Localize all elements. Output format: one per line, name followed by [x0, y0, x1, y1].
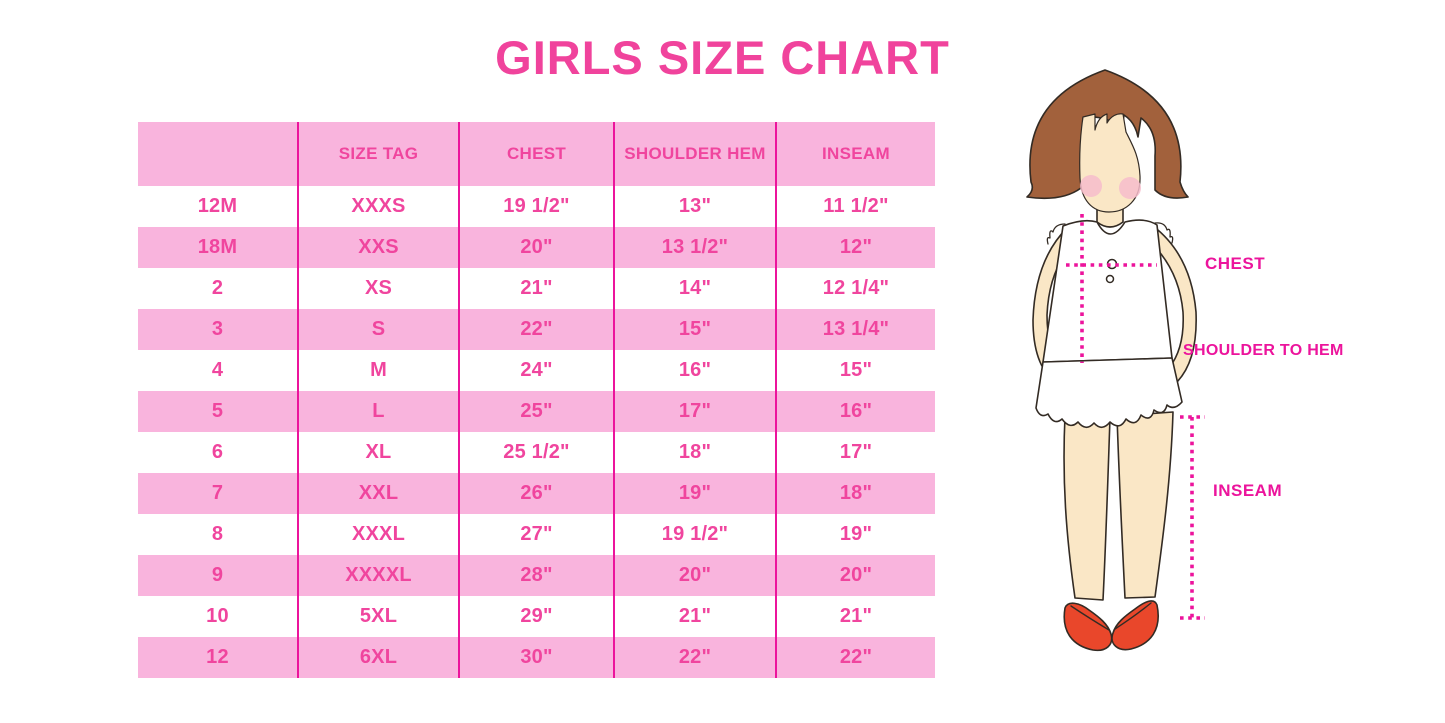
table-cell: 7 [211, 482, 224, 504]
table-cell: 21" [775, 596, 935, 637]
table-cell: 22" [613, 637, 775, 678]
table-cell: XXXS [297, 186, 458, 227]
table-row: 4 M 24" 16" 15" [138, 350, 935, 391]
table-row: 5 L 25" 17" 16" [138, 391, 935, 432]
table-cell: 27" [458, 514, 613, 555]
inseam-measurement-label: INSEAM [1213, 481, 1283, 500]
table-cell: 29" [458, 596, 613, 637]
table-cell: 20" [775, 555, 935, 596]
shoulder-to-hem-measurement-label: SHOULDER TO HEM [1183, 342, 1344, 359]
table-cell: 18M [197, 236, 238, 258]
table-row: 7 XXL 26" 19" 18" [138, 473, 935, 514]
table-cell: 10 [206, 605, 229, 627]
table-cell: 16" [613, 350, 775, 391]
table-cell: XL [297, 432, 458, 473]
table-cell: 24" [458, 350, 613, 391]
table-cell: 25" [458, 391, 613, 432]
column-header: CHEST [458, 122, 613, 186]
table-cell: 19" [775, 514, 935, 555]
girl-top [1042, 219, 1173, 363]
table-cell: S [297, 309, 458, 350]
table-cell: 21" [613, 596, 775, 637]
table-row: 18M XXS 20" 13 1/2" 12" [138, 227, 935, 268]
table-cell: 19 1/2" [458, 186, 613, 227]
table-cell: XS [297, 268, 458, 309]
measurement-dotted-lines [1066, 214, 1205, 620]
column-header: SHOULDER HEM [613, 122, 775, 186]
table-cell: 4 [211, 359, 224, 381]
table-cell: 21" [458, 268, 613, 309]
table-cell: 13" [613, 186, 775, 227]
table-row: 3 S 22" 15" 13 1/4" [138, 309, 935, 350]
table-cell: 18" [613, 432, 775, 473]
table-cell: 14" [613, 268, 775, 309]
table-cell: 13 1/2" [613, 227, 775, 268]
table-cell: 25 1/2" [458, 432, 613, 473]
table-cell: 6 [211, 441, 224, 463]
table-cell: L [297, 391, 458, 432]
table-cell: 13 1/4" [775, 309, 935, 350]
table-cell: 12" [775, 227, 935, 268]
table-cell: 12 1/4" [775, 268, 935, 309]
table-row: 8 XXXL 27" 19 1/2" 19" [138, 514, 935, 555]
table-cell: 19 1/2" [613, 514, 775, 555]
table-cell: 18" [775, 473, 935, 514]
table-cell: 22" [775, 637, 935, 678]
table-row: 6 XL 25 1/2" 18" 17" [138, 432, 935, 473]
table-cell: 20" [613, 555, 775, 596]
table-header-row: SIZE TAG CHEST SHOULDER HEM INSEAM [138, 122, 935, 186]
table-cell: 17" [613, 391, 775, 432]
chest-measurement-label: CHEST [1205, 254, 1266, 273]
table-cell: 5 [211, 400, 224, 422]
table-cell: 15" [775, 350, 935, 391]
table-cell: 30" [458, 637, 613, 678]
table-cell: 8 [211, 523, 224, 545]
table-row: 10 5XL 29" 21" 21" [138, 596, 935, 637]
table-cell: 5XL [297, 596, 458, 637]
girl-neck [1096, 199, 1124, 228]
table-cell: M [297, 350, 458, 391]
table-cell: 20" [458, 227, 613, 268]
girl-shoes [1063, 600, 1159, 652]
table-cell: 22" [458, 309, 613, 350]
girl-arms [1032, 225, 1197, 384]
table-cell: XXL [297, 473, 458, 514]
table-cell: 28" [458, 555, 613, 596]
table-cell: 2 [211, 277, 224, 299]
girl-ruffle-left [1046, 223, 1066, 245]
table-cell: 19" [613, 473, 775, 514]
table-cell: 6XL [297, 637, 458, 678]
table-cell: XXXXL [297, 555, 458, 596]
table-cell: XXXL [297, 514, 458, 555]
table-cell: 11 1/2" [775, 186, 935, 227]
table-cell: 12 [206, 646, 229, 668]
shirt-buttons [1105, 258, 1118, 284]
column-header [138, 122, 297, 186]
table-cell: 12M [197, 195, 238, 217]
table-row: 9 XXXXL 28" 20" 20" [138, 555, 935, 596]
table-cell: 26" [458, 473, 613, 514]
girl-illustration [1026, 69, 1205, 652]
girl-hair [1026, 69, 1189, 200]
size-table: SIZE TAG CHEST SHOULDER HEM INSEAM 12M XXXS 19… [138, 122, 935, 678]
girl-legs [1063, 411, 1174, 601]
table-cell: 9 [211, 564, 224, 586]
page-title: GIRLS SIZE CHART [495, 31, 950, 84]
table-cell: 17" [775, 432, 935, 473]
table-cell: 15" [613, 309, 775, 350]
table-row: 12M XXXS 19 1/2" 13" 11 1/2" [138, 186, 935, 227]
girl-ruffle-right [1154, 222, 1174, 244]
table-cell: XXS [297, 227, 458, 268]
table-row: 12 6XL 30" 22" 22" [138, 637, 935, 678]
table-row: 2 XS 21" 14" 12 1/4" [138, 268, 935, 309]
girl-blush [1080, 175, 1141, 199]
girl-skirt [1035, 357, 1183, 429]
table-cell: 3 [211, 318, 224, 340]
girl-face [1079, 113, 1141, 213]
column-header: INSEAM [775, 122, 935, 186]
table-cell: 16" [775, 391, 935, 432]
column-header: SIZE TAG [297, 122, 458, 186]
